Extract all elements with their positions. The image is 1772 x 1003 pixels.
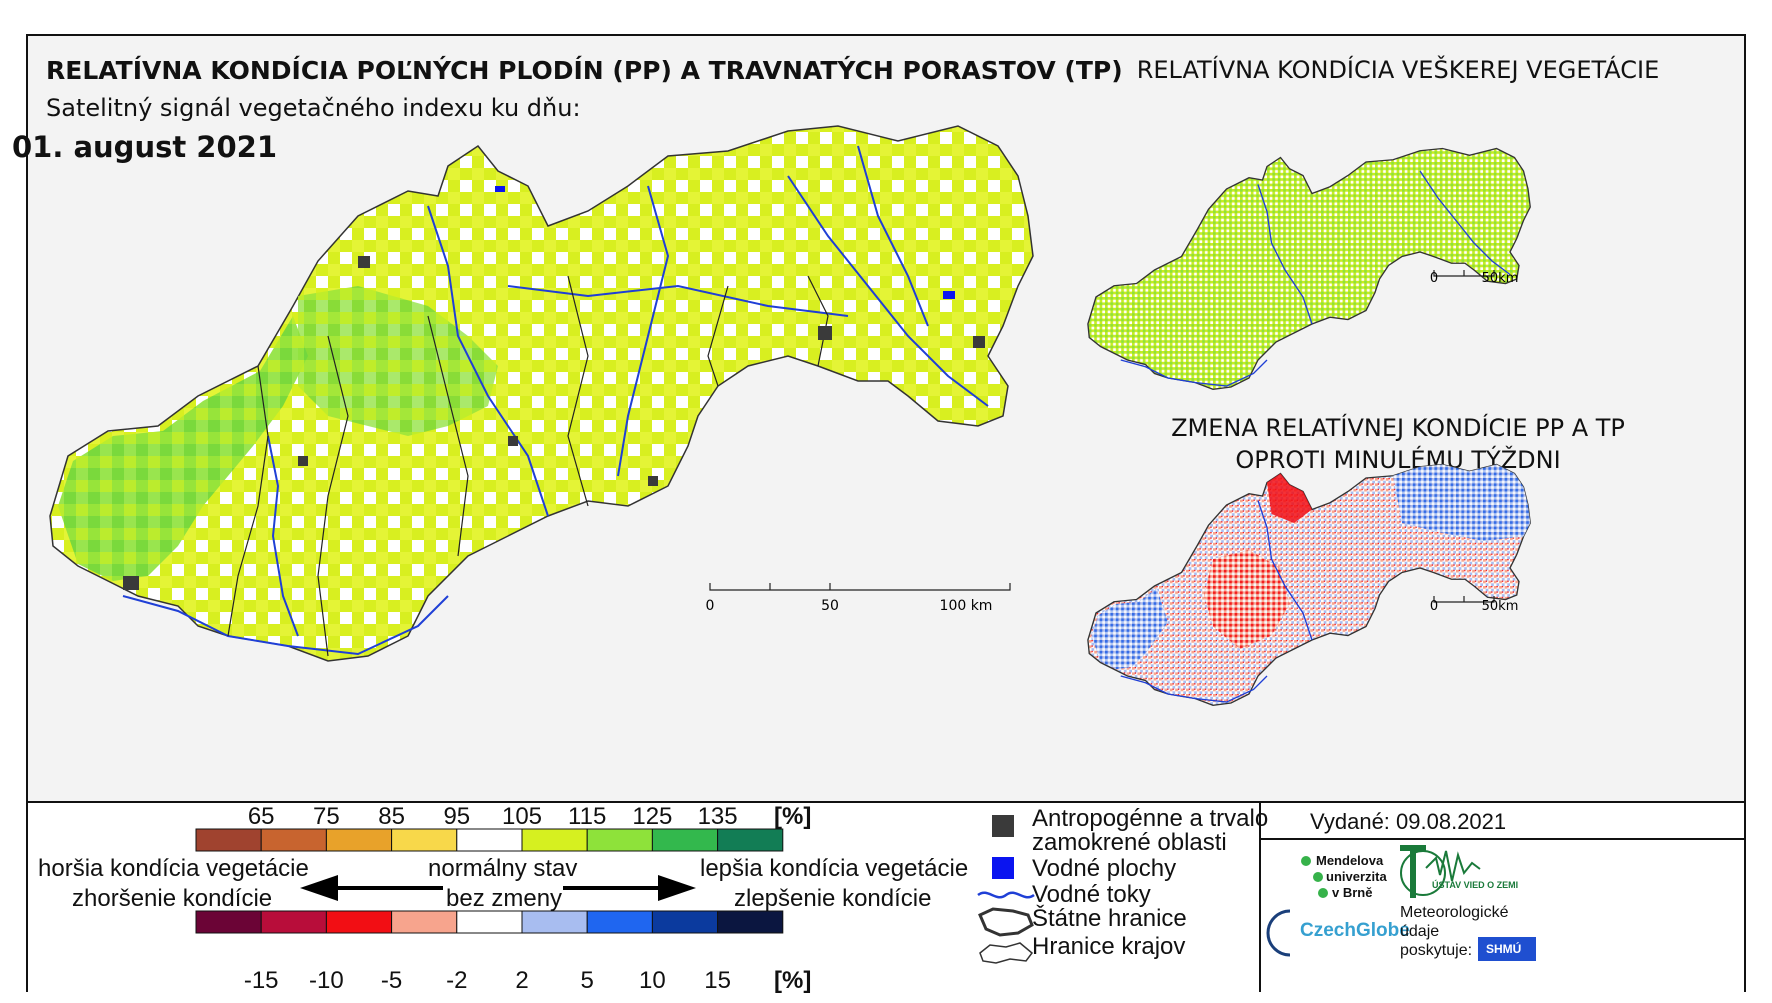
condition-tick-label: 65 [247,803,275,830]
main-map-west-green [58,316,308,581]
change-tick-label: -15 [243,967,279,994]
change-tick-label: -2 [446,967,468,994]
date-label: 01. august 2021 [12,130,278,164]
region-border-label: Hranice krajov [1032,933,1186,960]
change-swatch [651,910,719,934]
czechglobe-logo [1266,909,1291,957]
main-scalebar-100: 100 km [940,598,993,614]
anthropogenic-label-line1: Antropogénne a trvalo [1032,805,1269,832]
water-courses-label: Vodné toky [1032,881,1151,908]
condition-swatch [391,828,458,852]
better-label-line1: lepšia kondícia vegetácie [700,855,969,882]
change-swatch [521,910,588,934]
ustav-text: ÚSTAV VIED O ZEMI [1432,880,1519,890]
change-tick-label: 15 [704,967,731,994]
condition-swatch [717,828,784,852]
change-tick-label: 5 [580,967,594,994]
better-label-line2: zlepšenie kondície [734,885,932,912]
issued-date: Vydané: 09.08.2021 [1310,809,1507,834]
vegetation-condition-map [1087,147,1531,390]
mendel-line1: Mendelova [1316,853,1384,868]
main-map-rivers [122,145,989,656]
worse-label-line2: zhoršenie kondície [72,885,273,912]
shmu-text: SHMÚ [1486,942,1522,956]
mendel-line2: univerzita [1326,869,1387,884]
anthropogenic-symbol [992,815,1014,837]
condition-tick-label: 135 [697,803,738,830]
mendel-line3: v Brně [1332,885,1373,900]
normal-label-line2: bez zmeny [446,885,563,912]
czechglobe-text: CzechGlobe [1300,920,1410,941]
condition-tick-label: 95 [443,803,471,830]
main-condition-map: 0 50 100 km 0 50km [49,125,1531,706]
main-scalebar-0: 0 [706,598,715,614]
condition-swatch [651,828,719,852]
change-scalebar-0: 0 [1430,599,1438,614]
condition-tick-label: 115 [568,803,607,830]
main-map-water-bodies [495,186,955,299]
legend-panel: 65 75 85 95 105 115 125 135 -15 -10 -5 -2 2 5 10 15 [%… [28,801,1744,994]
state-border-label: Štátne hranice [1032,905,1187,932]
change-swatch [195,910,262,934]
vegetation-map-title: RELATÍVNA KONDÍCIA VEŠKEREJ VEGETÁCIE [1136,56,1660,84]
main-map-urban-areas [123,256,985,590]
condition-tick-label: 105 [501,803,543,830]
main-title: RELATÍVNA KONDÍCIA POĽNÝCH PLODÍN (PP) A… [46,56,1123,85]
meteo-line3: poskytuje: [1400,942,1473,959]
condition-tick-label: 85 [378,803,405,830]
ustav-logo [1400,845,1481,898]
main-map-central-green [298,286,498,436]
change-tick-label: 10 [639,967,666,994]
change-condition-map [1087,463,1531,706]
condition-swatch [325,828,393,852]
water-bodies-label: Vodné plochy [1032,855,1177,882]
better-arrow [563,875,696,901]
shmu-logo [1478,937,1536,961]
change-unit: [%] [774,967,812,994]
water-bodies-symbol [992,857,1014,879]
worse-label-line1: horšia kondícia vegetácie [38,855,309,882]
water-courses-symbol [977,891,1035,899]
change-map-title-line1: ZMENA RELATÍVNEJ KONDÍCIE PP A TP [1171,414,1625,442]
normal-label-line1: normálny stav [428,855,578,882]
change-tick-label: 2 [515,967,529,994]
state-border-symbol [978,907,1034,937]
vegetation-scalebar-0: 0 [1430,271,1438,286]
condition-swatch [456,828,523,852]
region-border-symbol [979,942,1034,964]
change-scalebar-50: 50km [1482,599,1519,614]
change-swatch [717,910,784,934]
condition-swatch [195,828,262,852]
condition-tick-label: 125 [632,803,673,830]
change-swatch [325,910,393,934]
change-swatch [456,910,523,934]
mendel-logo-dots [1301,856,1328,898]
main-scalebar-50: 50 [821,598,839,614]
change-tick-label: -10 [309,967,344,994]
change-swatch [260,910,327,934]
condition-unit: [%] [774,803,812,830]
subtitle: Satelitný signál vegetačného indexu ku d… [46,94,581,122]
change-tick-label: -5 [380,967,403,994]
legend-graphics [195,803,1744,992]
vegetation-scalebar-50: 50km [1482,271,1519,286]
vegetation-map-scalebar [1433,270,1495,277]
worse-arrow [300,875,443,901]
condition-color-bar [195,828,784,852]
anthropogenic-label-line2: zamokrené oblasti [1032,829,1227,856]
meteo-line2: údaje [1400,923,1440,940]
condition-swatch [521,828,588,852]
condition-swatch [586,828,653,852]
condition-swatch [260,828,327,852]
change-color-bar [195,910,784,934]
condition-tick-label: 75 [313,803,340,830]
change-map-scalebar [1433,596,1495,603]
meteo-line1: Meteorologické [1400,904,1509,921]
map-frame: RELATÍVNA KONDÍCIA POĽNÝCH PLODÍN (PP) A… [26,34,1746,994]
main-map-region-borders [227,275,829,657]
main-map-scalebar [709,583,1011,591]
change-swatch [391,910,458,934]
change-swatch [586,910,653,934]
main-map-country-shape [49,125,1034,662]
